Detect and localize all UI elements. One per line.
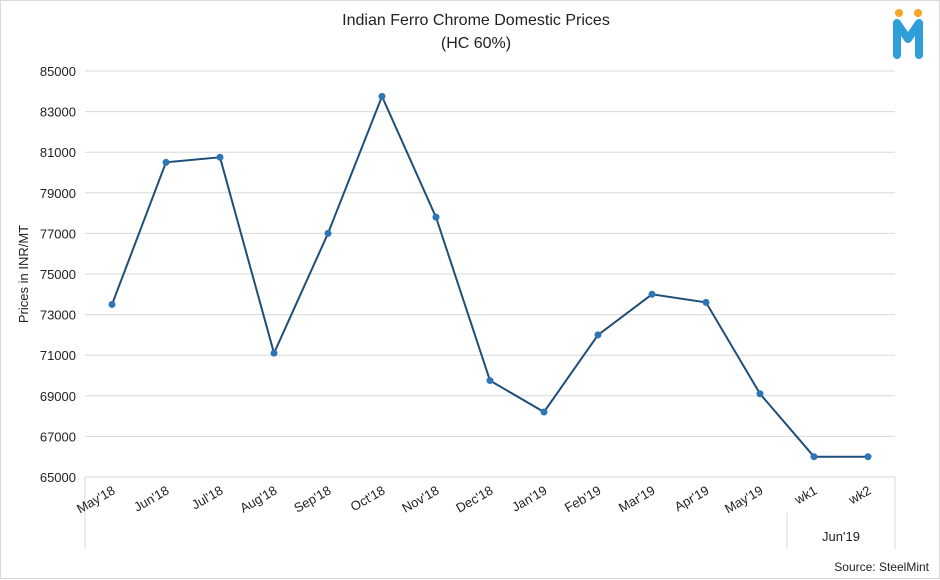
chart-title: Indian Ferro Chrome Domestic Prices (342, 12, 610, 29)
y-axis-label: Prices in INR/MT (16, 225, 31, 323)
y-tick-label: 85000 (40, 64, 76, 79)
chart-subtitle: (HC 60%) (441, 35, 511, 52)
y-axis-ticks: 65000 67000 69000 71000 73000 75000 77000 79000… (40, 64, 76, 485)
data-point (378, 92, 386, 100)
x-axis-group-label: Jun'19 (822, 529, 860, 544)
x-tick-label: Apr'19 (672, 483, 712, 515)
y-tick-label: 83000 (40, 105, 76, 120)
x-tick-label: Sep'18 (291, 483, 333, 516)
data-point (486, 377, 494, 385)
y-tick-label: 81000 (40, 145, 76, 160)
data-point (810, 453, 818, 461)
x-tick-label: May'19 (722, 483, 765, 517)
data-point (864, 453, 872, 461)
x-tick-label: Aug'18 (237, 483, 279, 516)
y-tick-label: 73000 (40, 308, 76, 323)
data-point (108, 300, 116, 308)
data-point (702, 298, 710, 306)
x-tick-label: wk2 (845, 483, 873, 508)
source-note: Source: SteelMint (834, 560, 929, 574)
x-tick-label: Jun'18 (131, 483, 171, 515)
x-axis-ticks: May'18 Jun'18 Jul'18 Aug'18 Sep'18 Oct'18 Nov'… (74, 483, 873, 517)
x-tick-label: Jan'19 (509, 483, 549, 515)
x-tick-label: Dec'18 (453, 483, 495, 516)
data-point (216, 153, 224, 161)
y-tick-label: 71000 (40, 348, 76, 363)
data-point (162, 158, 170, 166)
data-point (432, 213, 440, 221)
y-tick-label: 77000 (40, 226, 76, 241)
x-tick-label: wk1 (791, 483, 819, 508)
data-point (324, 229, 332, 237)
y-tick-label: 75000 (40, 267, 76, 282)
x-tick-label: Nov'18 (399, 483, 441, 516)
x-tick-label: May'18 (74, 483, 117, 517)
x-tick-label: Oct'18 (348, 483, 388, 515)
y-tick-label: 67000 (40, 429, 76, 444)
x-tick-label: Feb'19 (562, 483, 604, 516)
data-point (270, 349, 278, 357)
y-tick-label: 69000 (40, 389, 76, 404)
data-point (756, 390, 764, 398)
x-tick-label: Jul'18 (189, 483, 226, 513)
data-point (540, 408, 548, 416)
data-point (594, 331, 602, 339)
gridlines (85, 70, 895, 437)
y-tick-label: 65000 (40, 470, 76, 485)
steelmint-logo (893, 9, 923, 59)
series-line (111, 93, 868, 458)
y-tick-label: 79000 (40, 186, 76, 201)
data-point (648, 290, 656, 298)
data-markers (108, 92, 872, 461)
x-tick-label: Mar'19 (616, 483, 658, 516)
